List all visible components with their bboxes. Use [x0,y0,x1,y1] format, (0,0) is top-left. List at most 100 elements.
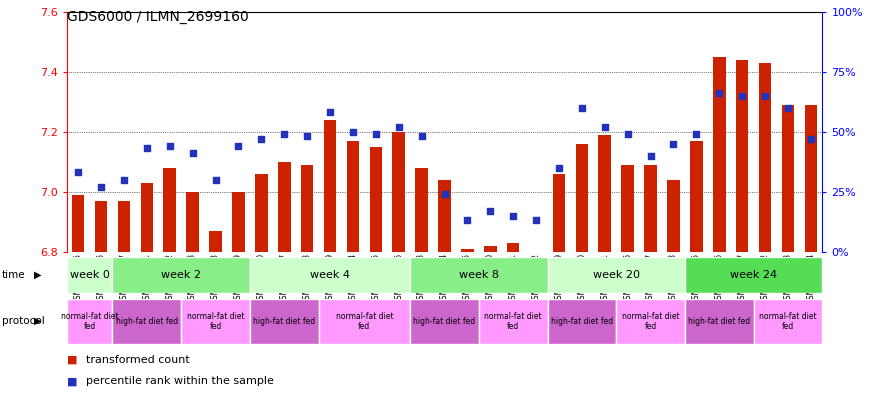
Bar [479,299,548,344]
Text: normal-fat diet
fed: normal-fat diet fed [335,312,393,331]
Text: protocol: protocol [2,316,44,326]
Bar [415,168,428,252]
Bar [278,162,291,252]
Text: high-fat diet fed: high-fat diet fed [116,317,178,326]
Point [437,191,452,197]
Bar [410,299,479,344]
Bar [250,257,410,293]
Bar [685,257,822,293]
Bar [117,200,130,252]
Text: week 2: week 2 [161,270,201,280]
Text: normal-fat diet
fed: normal-fat diet fed [759,312,817,331]
Point [277,131,292,137]
Bar [690,141,702,252]
Bar [736,60,749,252]
Bar [621,165,634,252]
Bar [113,257,250,293]
Point [529,217,543,224]
Point [71,169,85,176]
Text: high-fat diet fed: high-fat diet fed [688,317,750,326]
Bar [805,105,817,252]
Bar [484,246,497,252]
Bar [548,257,685,293]
Bar [181,299,250,344]
Bar [392,132,405,252]
Text: week 8: week 8 [459,270,499,280]
Point [712,90,726,96]
Text: time: time [2,270,26,280]
Point [644,152,658,159]
Text: high-fat diet fed: high-fat diet fed [551,317,613,326]
Text: percentile rank within the sample: percentile rank within the sample [86,376,274,386]
Point [346,129,360,135]
Point [369,131,383,137]
Text: ■: ■ [67,376,81,386]
Bar [67,257,113,293]
Text: high-fat diet fed: high-fat diet fed [413,317,476,326]
Text: high-fat diet fed: high-fat diet fed [253,317,316,326]
Point [484,208,498,214]
Bar [164,168,176,252]
Point [323,109,337,116]
Bar [713,57,725,252]
Text: ▶: ▶ [34,270,41,280]
Point [667,141,681,147]
Bar [645,165,657,252]
Text: week 24: week 24 [730,270,777,280]
Bar [209,231,222,252]
Point [621,131,635,137]
Point [461,217,475,224]
Point [300,133,314,140]
Bar [324,120,336,252]
Bar [438,180,451,252]
Bar [781,105,794,252]
Bar [548,299,616,344]
Point [597,124,612,130]
Point [735,93,749,99]
Bar [685,299,754,344]
Text: normal-fat diet
fed: normal-fat diet fed [621,312,679,331]
Bar [255,174,268,252]
Bar [250,299,318,344]
Point [781,105,795,111]
Point [231,143,245,149]
Point [575,105,589,111]
Bar [95,200,108,252]
Bar [72,195,84,252]
Text: normal-fat diet
fed: normal-fat diet fed [187,312,244,331]
Point [552,165,566,171]
Point [391,124,405,130]
Point [208,176,222,183]
Text: week 4: week 4 [310,270,350,280]
Point [163,143,177,149]
Bar [67,299,113,344]
Bar [318,299,410,344]
Bar [370,147,382,252]
Point [140,145,154,152]
Bar [140,183,153,252]
Point [689,131,703,137]
Bar [553,174,565,252]
Text: ▶: ▶ [34,316,41,326]
Point [116,176,131,183]
Bar [187,192,199,252]
Bar [616,299,685,344]
Text: transformed count: transformed count [86,354,190,365]
Bar [300,165,314,252]
Text: normal-fat diet
fed: normal-fat diet fed [60,312,118,331]
Bar [113,299,181,344]
Bar [347,141,359,252]
Point [254,136,268,142]
Point [186,150,200,156]
Text: GDS6000 / ILMN_2699160: GDS6000 / ILMN_2699160 [67,10,248,24]
Text: week 0: week 0 [69,270,109,280]
Bar [754,299,822,344]
Bar [759,63,772,252]
Bar [575,144,589,252]
Bar [461,248,474,252]
Point [506,213,520,219]
Point [804,136,818,142]
Bar [507,242,519,252]
Bar [667,180,680,252]
Text: week 20: week 20 [593,270,640,280]
